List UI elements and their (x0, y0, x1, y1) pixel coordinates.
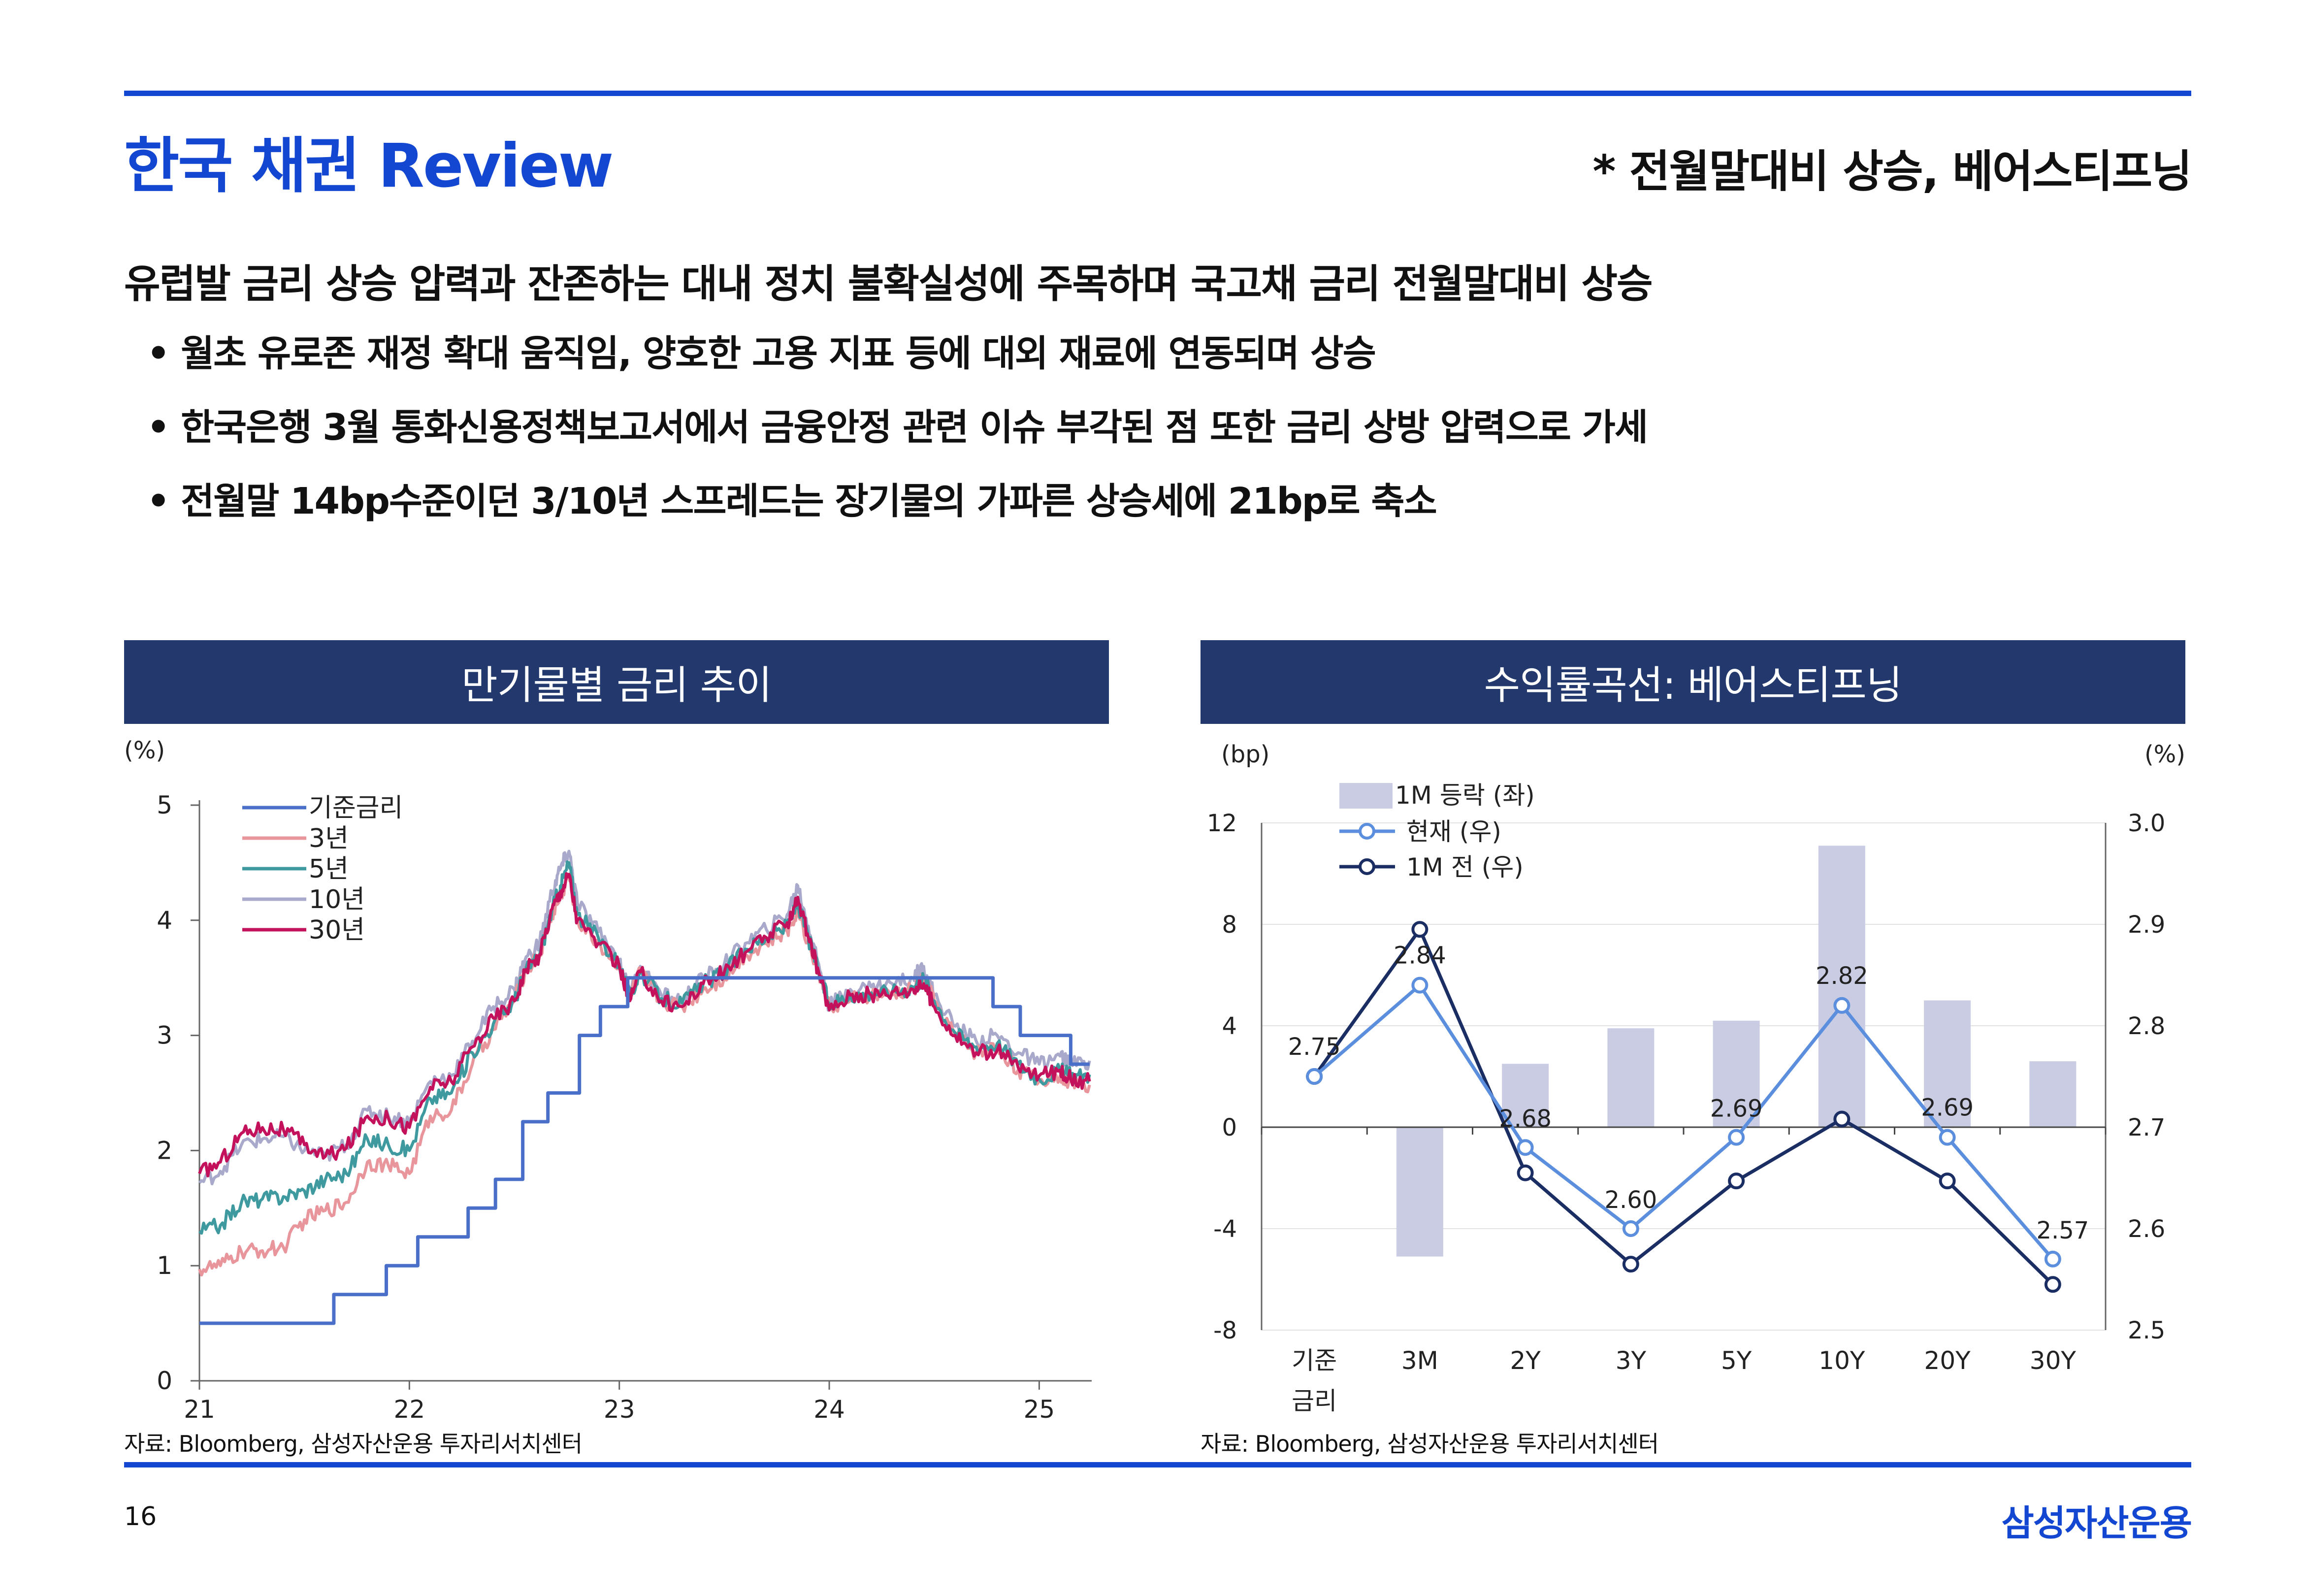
series-marker-1 (1622, 1256, 1639, 1273)
legend-label: 현재 (우) (1406, 817, 1501, 846)
series-marker-1 (1517, 1164, 1534, 1181)
legend-label: 5년 (309, 854, 349, 884)
legend-label: 30년 (309, 915, 365, 945)
left-chart-header: 만기물별 금리 추이 (124, 640, 1109, 724)
yield-curve-chart: (bp) (%) -8 -4 0 4 8 12 2.5 2.6 2.7 2.8 2.9 3.0 2.75 2.… (1207, 741, 2185, 1415)
bar-1m-change (1502, 1064, 1549, 1127)
y-tick-label: 4 (157, 906, 172, 935)
series-marker-1 (1939, 1173, 1956, 1190)
category-label: 3Y (1616, 1346, 1647, 1375)
bar-1m-change (1713, 1020, 1760, 1127)
bottom-rule (124, 1462, 2191, 1467)
right-source-note: 자료: Bloomberg, 삼성자산운용 투자리서치센터 (1201, 1431, 1659, 1457)
data-label: 2.84 (1394, 942, 1446, 970)
y-axis-unit: (%) (124, 737, 165, 764)
series-line-3 (198, 849, 1091, 1185)
bar-1m-change (1818, 846, 1865, 1127)
y-tick-label: 3 (157, 1021, 172, 1050)
brand-logo-text: 삼성자산운용 (2001, 1502, 2192, 1544)
series-marker-0 (2044, 1250, 2061, 1268)
left-tick-label: 12 (1207, 810, 1237, 837)
series-marker-0 (1517, 1139, 1534, 1156)
series-marker-0 (1939, 1129, 1956, 1146)
series-marker-1 (2044, 1276, 2061, 1293)
bullet-item: 전월말 14bp수준이던 3/10년 스프레드는 장기물의 가파른 상승세에 2… (147, 474, 1647, 548)
data-label: 2.69 (1921, 1094, 1974, 1122)
y-tick-label: 0 (157, 1367, 172, 1395)
left-tick-label: 4 (1222, 1012, 1237, 1040)
top-rule (124, 91, 2191, 96)
bar-1m-change (1924, 1000, 1971, 1127)
left-tick-label: -8 (1213, 1317, 1237, 1344)
x-tick-label: 22 (394, 1395, 425, 1423)
left-tick-label: 8 (1222, 911, 1237, 939)
bar-1m-change (1396, 1127, 1443, 1257)
series-line-4 (198, 872, 1091, 1177)
x-tick-label: 24 (813, 1395, 845, 1423)
bullet-item: 한국은행 3월 통화신용정책보고서에서 금융안정 관련 이슈 부각된 점 또한 … (147, 400, 1648, 474)
category-label: 20Y (1924, 1346, 1971, 1375)
right-tick-label: 3.0 (2128, 810, 2165, 837)
series-marker-1 (1411, 921, 1428, 938)
series-marker-0 (1728, 1129, 1745, 1146)
category-label: 금리 (1292, 1387, 1337, 1415)
series-marker-0 (1411, 977, 1428, 994)
x-tick-label: 21 (184, 1395, 215, 1423)
left-axis-unit: (bp) (1221, 741, 1269, 768)
legend-label: 1M 전 (우) (1406, 853, 1524, 881)
data-label: 2.68 (1499, 1105, 1552, 1133)
category-label: 5Y (1721, 1346, 1752, 1375)
category-label: 30Y (2030, 1346, 2077, 1375)
data-label: 2.82 (1816, 962, 1868, 990)
legend-swatch-marker (1359, 858, 1375, 875)
category-label: 3M (1401, 1346, 1438, 1375)
legend-swatch-marker (1359, 823, 1375, 840)
right-axis-unit: (%) (2144, 741, 2185, 768)
series-line-1 (1313, 926, 2054, 1286)
right-tick-label: 2.5 (2128, 1317, 2165, 1344)
y-tick-label: 5 (157, 791, 172, 819)
series-marker-0 (1306, 1068, 1323, 1085)
category-label: 기준 (1292, 1346, 1337, 1375)
right-tick-label: 2.7 (2128, 1114, 2165, 1141)
category-label: 10Y (1818, 1346, 1865, 1375)
series-marker-0 (1622, 1220, 1639, 1237)
series-marker-0 (1833, 997, 1850, 1014)
bullet-item: 월초 유로존 재정 확대 움직임, 양호한 고용 지표 등에 대외 재료에 연동… (147, 326, 1647, 400)
data-label: 2.69 (1710, 1095, 1763, 1123)
series-line-0 (199, 976, 1090, 1325)
right-tick-label: 2.8 (2128, 1012, 2165, 1040)
data-label: 2.60 (1604, 1186, 1657, 1214)
left-tick-label: 0 (1222, 1114, 1237, 1141)
category-label: 2Y (1510, 1346, 1541, 1375)
x-tick-label: 25 (1024, 1395, 1055, 1423)
data-label: 2.75 (1288, 1033, 1341, 1061)
right-chart-header: 수익률곡선: 베어스티프닝 (1201, 640, 2185, 724)
series-marker-1 (1728, 1173, 1745, 1190)
y-tick-label: 1 (157, 1251, 172, 1280)
bullet-list: 월초 유로존 재정 확대 움직임, 양호한 고용 지표 등에 대외 재료에 연동… (147, 326, 1648, 548)
page-number: 16 (124, 1502, 157, 1531)
data-label: 2.57 (2036, 1217, 2089, 1244)
series-line-0 (1313, 982, 2054, 1261)
legend-swatch-bars (1339, 783, 1393, 809)
right-tick-label: 2.6 (2128, 1215, 2165, 1243)
bar-1m-change (1607, 1028, 1655, 1127)
legend-label: 기준금리 (309, 793, 403, 823)
legend-label: 3년 (309, 824, 349, 853)
legend-label: 1M 등락 (좌) (1395, 781, 1535, 810)
right-tick-label: 2.9 (2128, 911, 2165, 939)
page-title: 한국 채권 Review (124, 131, 614, 201)
headline: 유럽발 금리 상승 압력과 잔존하는 대내 정치 불확실성에 주목하며 국고채 … (124, 261, 1653, 307)
y-tick-label: 2 (157, 1136, 172, 1165)
bar-1m-change (2029, 1061, 2077, 1127)
left-tick-label: -4 (1213, 1215, 1237, 1243)
left-source-note: 자료: Bloomberg, 삼성자산운용 투자리서치센터 (124, 1431, 583, 1457)
page-subtitle: * 전월말대비 상승, 베어스티프닝 (1592, 146, 2192, 197)
x-tick-label: 23 (604, 1395, 635, 1423)
legend-label: 10년 (309, 885, 365, 914)
series-marker-1 (1833, 1110, 1850, 1128)
